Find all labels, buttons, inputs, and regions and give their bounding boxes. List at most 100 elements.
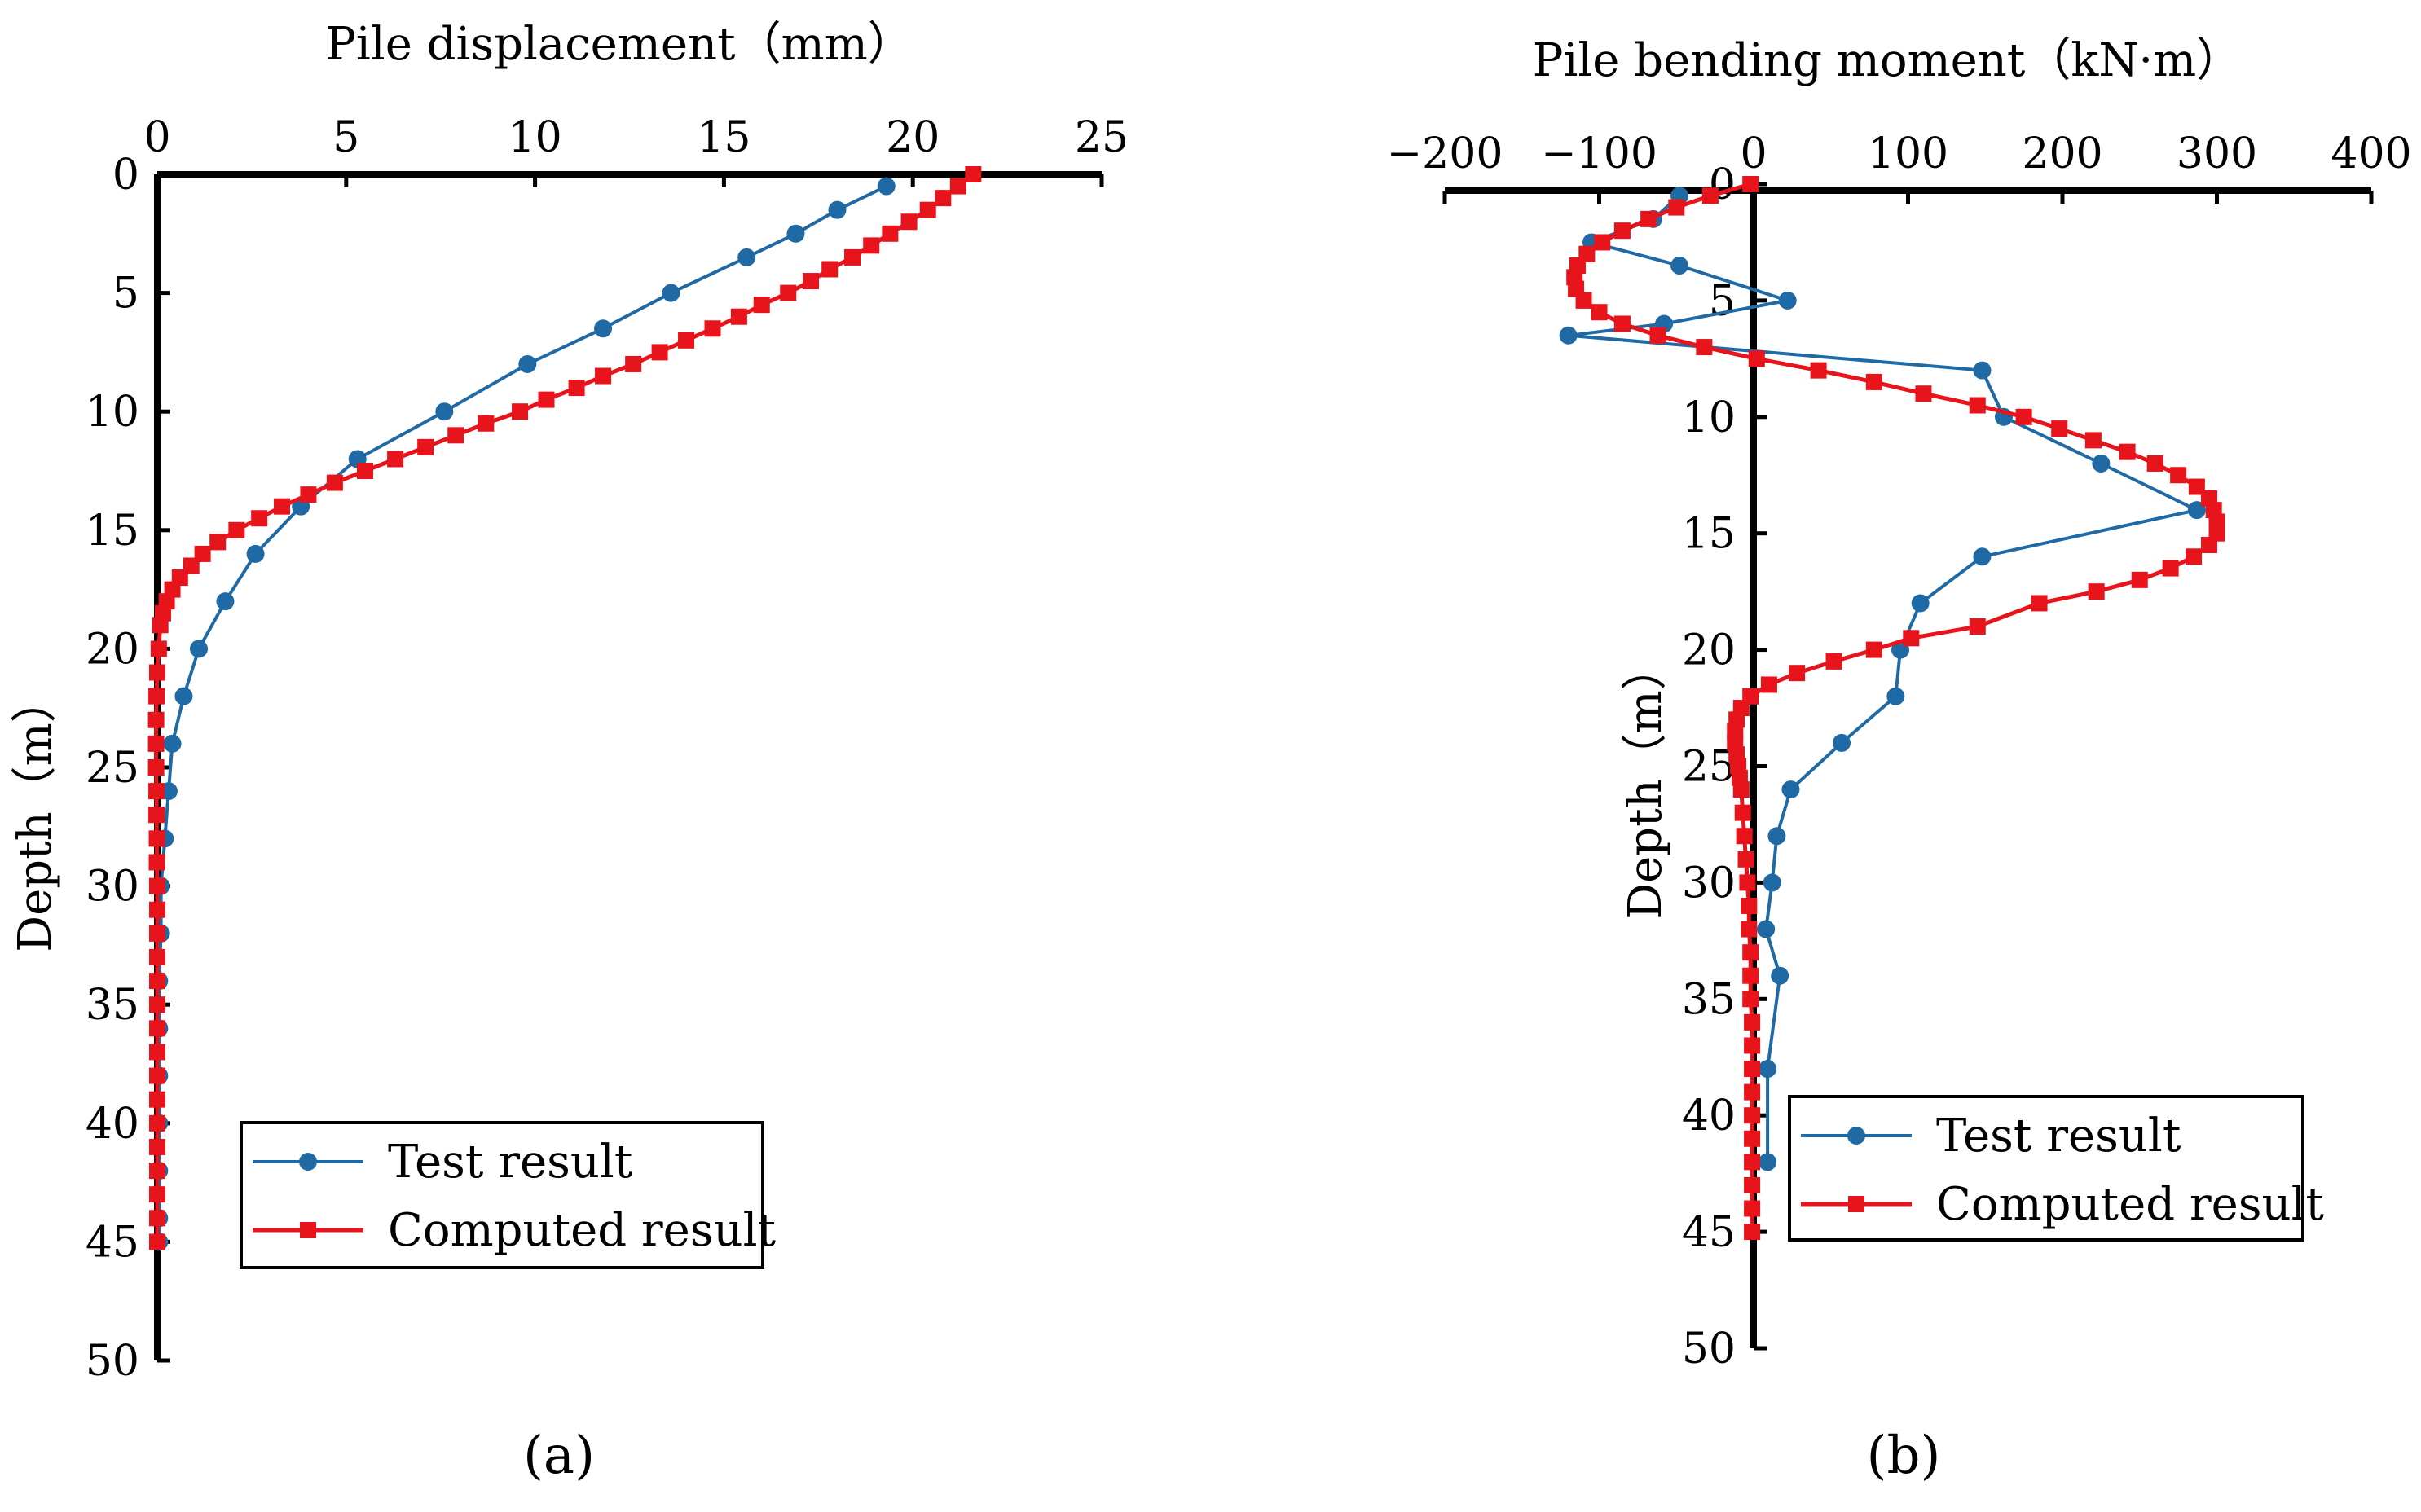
data-point bbox=[1736, 828, 1753, 845]
data-point bbox=[147, 759, 165, 776]
data-point bbox=[149, 948, 165, 965]
data-point bbox=[1613, 222, 1631, 240]
data-point bbox=[148, 830, 165, 847]
data-point bbox=[1744, 1037, 1761, 1054]
data-point bbox=[147, 711, 165, 728]
data-point bbox=[216, 592, 235, 611]
data-point bbox=[786, 224, 805, 243]
legend-label: Test result bbox=[1936, 1110, 2181, 1163]
data-point bbox=[1670, 257, 1689, 275]
series-test-result bbox=[150, 177, 896, 1251]
data-point bbox=[863, 237, 880, 254]
y-tick-label: 5 bbox=[1709, 277, 1736, 326]
y-tick-label: 35 bbox=[1682, 975, 1736, 1024]
x-axis-title-a: Pile displacement（mm） bbox=[325, 18, 913, 71]
data-point bbox=[2146, 455, 2163, 472]
data-point bbox=[965, 166, 982, 182]
data-point bbox=[149, 664, 165, 681]
data-point bbox=[882, 225, 899, 242]
x-tick-label: 25 bbox=[1075, 113, 1129, 162]
data-point bbox=[326, 474, 343, 491]
data-point bbox=[828, 200, 847, 219]
data-point bbox=[2131, 571, 2148, 588]
data-point bbox=[2031, 595, 2048, 612]
data-point bbox=[2170, 467, 2187, 484]
data-point bbox=[1789, 665, 1806, 682]
data-point bbox=[435, 402, 454, 421]
data-point bbox=[1732, 781, 1750, 798]
data-point bbox=[273, 498, 290, 515]
data-point bbox=[150, 640, 167, 657]
data-point bbox=[1865, 373, 1882, 390]
y-tick-label: 45 bbox=[86, 1218, 139, 1267]
data-point bbox=[1744, 1200, 1761, 1217]
data-point bbox=[148, 783, 165, 800]
data-point bbox=[2084, 432, 2102, 449]
data-point bbox=[1833, 733, 1851, 752]
data-point bbox=[1969, 618, 1986, 635]
data-point bbox=[1757, 920, 1776, 938]
data-point bbox=[1741, 921, 1758, 938]
data-point bbox=[1742, 967, 1759, 984]
series-line bbox=[154, 173, 975, 1242]
data-point bbox=[730, 308, 747, 325]
y-tick-label: 35 bbox=[86, 981, 139, 1030]
data-point bbox=[387, 451, 404, 468]
data-point bbox=[651, 344, 668, 361]
data-point bbox=[2088, 583, 2105, 600]
data-point bbox=[149, 925, 165, 942]
data-point bbox=[1744, 1224, 1761, 1241]
data-point bbox=[1915, 385, 1932, 402]
data-point bbox=[417, 438, 434, 455]
data-point bbox=[163, 734, 182, 753]
y-tick-label: 10 bbox=[86, 388, 139, 437]
data-point bbox=[149, 877, 165, 894]
data-point bbox=[2201, 536, 2218, 553]
y-axis-title-a: Depth（m） bbox=[9, 677, 62, 952]
data-point bbox=[704, 320, 721, 337]
x-tick-label: −200 bbox=[1387, 130, 1503, 178]
data-point bbox=[594, 319, 613, 338]
data-point bbox=[1771, 966, 1789, 985]
data-point bbox=[149, 1067, 165, 1084]
data-point bbox=[803, 273, 820, 290]
data-point bbox=[1825, 653, 1842, 670]
data-point bbox=[1744, 1154, 1761, 1171]
data-point bbox=[1640, 210, 1657, 227]
y-tick-label: 45 bbox=[1682, 1208, 1736, 1257]
y-tick-label: 50 bbox=[1682, 1325, 1736, 1374]
data-point bbox=[209, 534, 227, 551]
series-computed-result bbox=[1566, 176, 2225, 1241]
data-point bbox=[147, 735, 165, 752]
data-point bbox=[174, 687, 193, 705]
data-point bbox=[1781, 780, 1800, 799]
chart-panel-b: Pile bending moment（kN·m） Depth（m） (b) −… bbox=[1387, 34, 2412, 1486]
y-axis-title-b: Depth（m） bbox=[1619, 644, 1672, 920]
data-point bbox=[1742, 176, 1759, 192]
data-point bbox=[1696, 339, 1713, 356]
x-tick-label: 15 bbox=[697, 113, 751, 162]
data-point bbox=[149, 1163, 165, 1180]
data-point bbox=[1742, 944, 1759, 961]
legend-label: Computed result bbox=[1936, 1178, 2324, 1231]
data-point bbox=[149, 1138, 165, 1155]
data-point bbox=[149, 1210, 165, 1227]
y-tick-label: 25 bbox=[86, 744, 139, 793]
data-point bbox=[1741, 897, 1758, 914]
legend: Test result Computed result bbox=[1788, 1095, 2324, 1242]
data-point bbox=[737, 248, 756, 266]
x-tick-label: 5 bbox=[332, 113, 359, 162]
data-point bbox=[1767, 827, 1786, 846]
legend-swatch-marker bbox=[300, 1222, 316, 1238]
data-point bbox=[1744, 1061, 1761, 1078]
legend-swatch-marker bbox=[1848, 1196, 1864, 1212]
x-axis-title-b: Pile bending moment（kN·m） bbox=[1533, 34, 2242, 87]
data-point bbox=[518, 354, 537, 373]
data-point bbox=[1744, 1176, 1761, 1193]
data-point bbox=[512, 403, 529, 420]
data-point bbox=[1759, 1060, 1777, 1079]
data-point bbox=[2119, 443, 2136, 460]
data-point bbox=[149, 901, 165, 918]
data-point bbox=[780, 284, 797, 301]
